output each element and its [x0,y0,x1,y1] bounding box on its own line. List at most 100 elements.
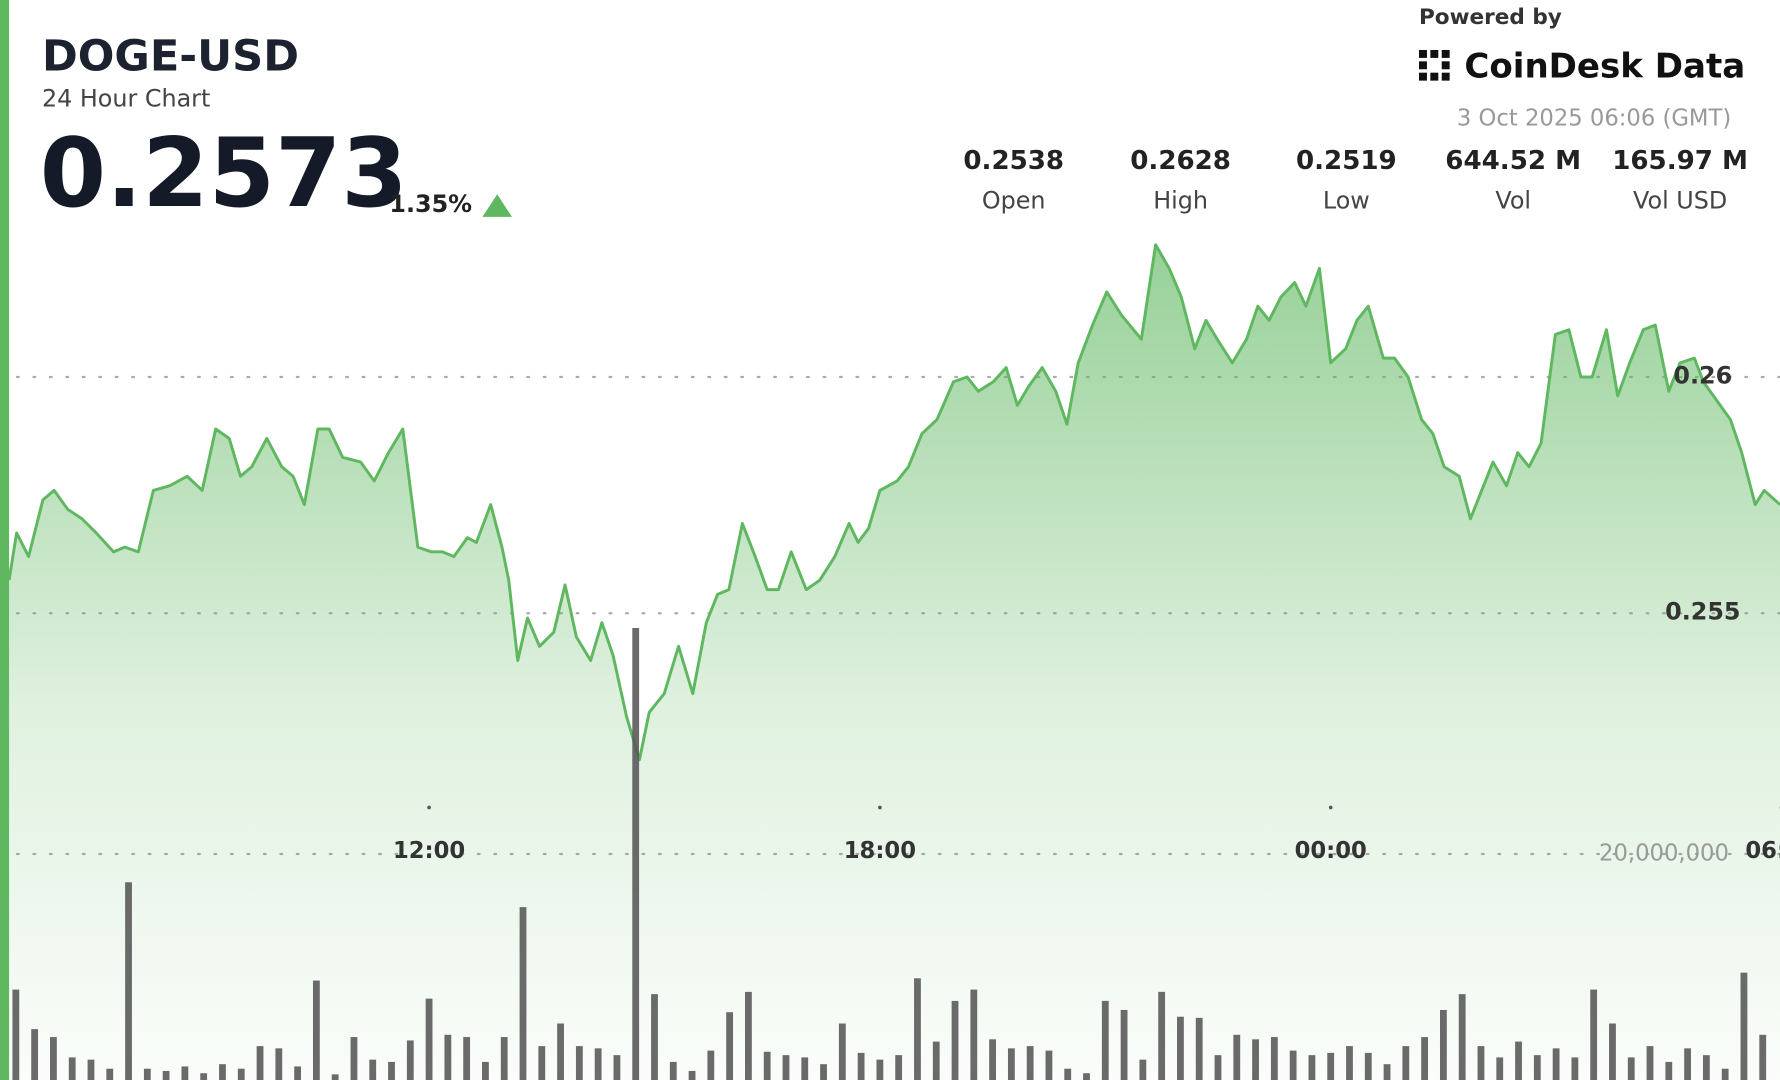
volume-bar [1571,1057,1579,1080]
price: 0.2573 [40,118,408,229]
volume-bar [632,628,640,1080]
volume-bar [1477,1046,1485,1080]
volume-bar [1721,1068,1729,1080]
volume-bar [538,1046,546,1080]
volume-bar [782,1055,790,1080]
volume-bar [1195,1017,1203,1080]
volume-bar [1684,1048,1691,1080]
volume-bar [744,991,752,1080]
volume-bar [688,1070,696,1080]
volume-bar [125,882,132,1080]
volume-bar [594,1048,602,1080]
volume-bar [50,1037,57,1080]
volume-bar [1590,989,1598,1080]
volume-bar [219,1064,226,1080]
volume-bar [1214,1055,1222,1080]
volume-bar [1045,1050,1053,1080]
powered-by: Powered by [1419,5,1562,30]
volume-bar [1421,1037,1429,1080]
volume-bar [1308,1055,1316,1080]
brand-logo [1419,49,1450,81]
volume-bar [237,1068,245,1080]
x-tick-label: 06:00 [1745,838,1780,864]
x-tick-mark [1328,805,1333,810]
y-tick-label: 0.26 [1673,362,1732,390]
volume-bar [388,1061,395,1080]
stat-label: Vol [1495,187,1531,215]
volume-bar [463,1037,471,1080]
volume-bar [1458,994,1466,1080]
volume-bar [951,1000,959,1080]
volume-bar [1402,1046,1410,1080]
volume-bar [143,1068,151,1080]
volume-bar [275,1048,283,1080]
volume-bar [162,1070,170,1080]
volume-bar [1007,1048,1015,1080]
volume-bar [575,1046,583,1080]
volume-bar [989,1039,996,1080]
volume-bar [932,1041,940,1080]
volume-bar [1177,1016,1184,1080]
volume-bar [425,998,433,1080]
x-tick-label: 12:00 [393,838,465,864]
volume-bar [1383,1064,1391,1080]
volume-bar [1740,972,1748,1080]
x-tick-mark [878,805,882,810]
volume-bar [1515,1041,1522,1080]
timestamp: 3 Oct 2025 06:06 (GMT) [1457,106,1731,132]
volume-bar [801,1057,809,1080]
stat-label: Vol USD [1633,187,1727,215]
stat-value: 0.2519 [1296,146,1397,176]
stat-label: Open [982,187,1046,215]
volume-bar [444,1034,452,1080]
volume-bar [500,1037,508,1080]
volume-bar [1665,1061,1673,1080]
volume-bar [1646,1046,1654,1080]
stat-value: 644.52 M [1445,146,1581,176]
volume-bar [181,1066,189,1080]
volume-bar [1158,991,1166,1080]
volume-bar [651,994,658,1080]
volume-bar [87,1059,95,1080]
volume-bar [970,989,978,1080]
volume-bar [1064,1068,1072,1080]
stat-value: 0.2628 [1130,146,1231,176]
volume-bar [68,1057,76,1080]
volume-bar [31,1029,39,1080]
volume-bar [519,907,527,1080]
x-tick-mark [427,805,431,810]
volume-bar [1496,1057,1504,1080]
volume-bar [763,1051,771,1080]
volume-bar [1101,1000,1109,1080]
accent-bar [0,0,10,1080]
volume-bar [256,1046,264,1080]
volume-bar [613,1055,621,1080]
volume-bar [914,978,921,1080]
chart-subtitle: 24 Hour Chart [42,84,210,112]
volume-bar [1120,1009,1128,1080]
y2-tick-label: 20,000,000 [1599,841,1729,867]
volume-bar [12,989,20,1080]
volume-bar [838,1023,846,1080]
volume-bar [406,1040,414,1080]
change: 1.35% [389,190,472,218]
volume-bar [1026,1046,1034,1080]
volume-bar [1139,1059,1147,1080]
volume-bar [1364,1052,1372,1080]
volume-bar [557,1023,564,1080]
stat-label: Low [1323,187,1370,215]
volume-bar [331,1074,339,1080]
volume-bar [294,1066,302,1080]
y-tick-label: 0.255 [1665,598,1740,626]
plot: 0.255 0.26 20,000,000 12:00 18:00 00:00 06:00 [7,243,1780,1080]
volume-bar [895,1055,903,1080]
brand: CoinDesk Data [1464,47,1745,87]
volume-bar [1439,1009,1447,1080]
chart-title: DOGE-USD [42,32,299,82]
volume-bar [106,1068,114,1080]
volume-bar [726,1012,734,1080]
volume-bar [312,980,320,1080]
